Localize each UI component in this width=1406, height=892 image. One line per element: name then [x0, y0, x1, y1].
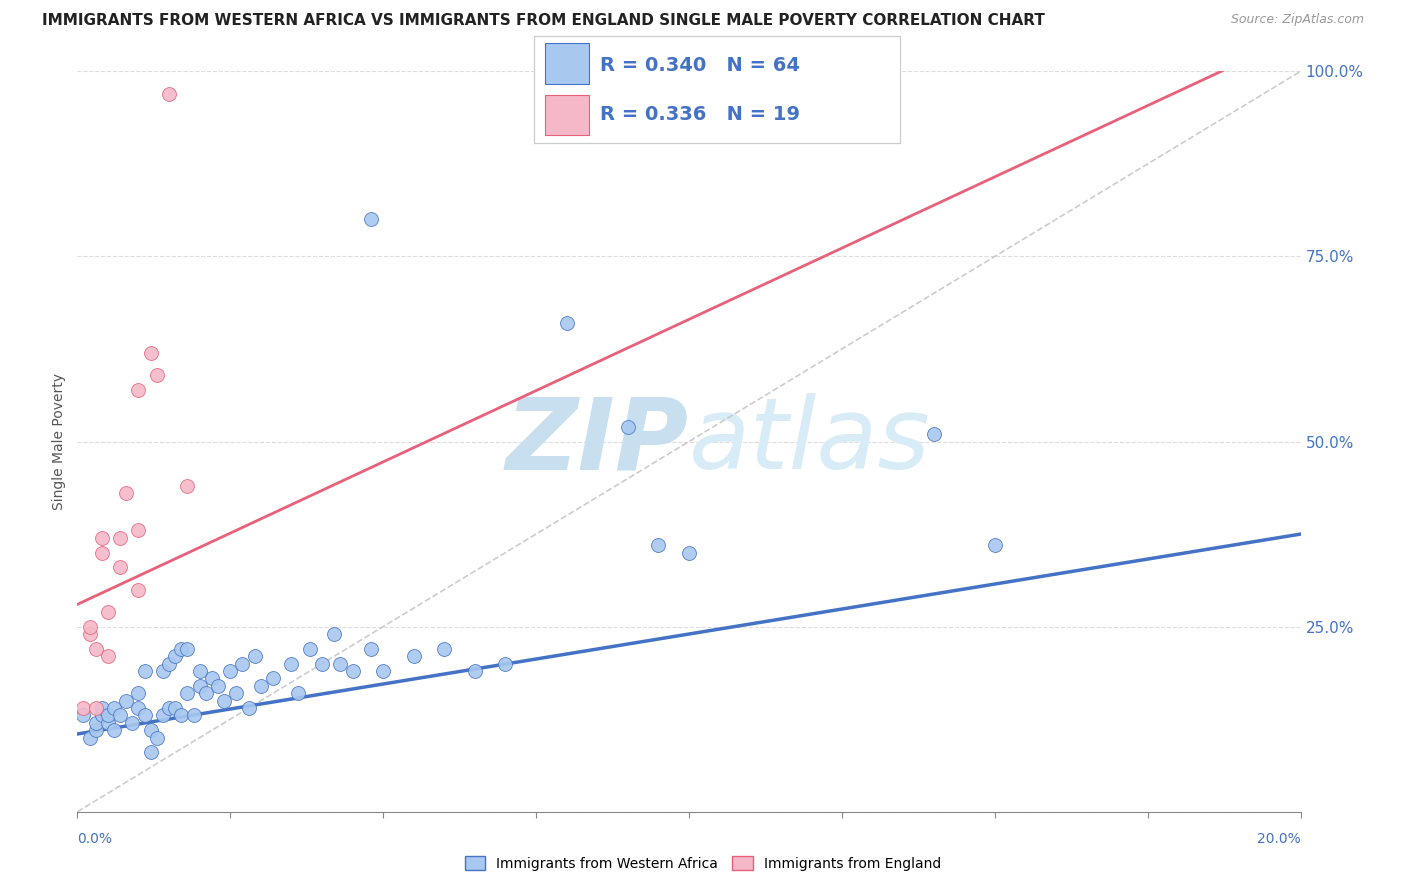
- Point: [134, 664, 156, 678]
- Point: [647, 538, 669, 552]
- Text: 0.0%: 0.0%: [77, 832, 112, 846]
- Text: 20.0%: 20.0%: [1257, 832, 1301, 846]
- Point: [298, 641, 321, 656]
- Point: [433, 641, 456, 656]
- Point: [146, 368, 169, 382]
- Text: ZIP: ZIP: [506, 393, 689, 490]
- Point: [262, 672, 284, 686]
- Text: R = 0.336   N = 19: R = 0.336 N = 19: [600, 105, 800, 124]
- Point: [280, 657, 302, 671]
- Point: [287, 686, 309, 700]
- Point: [97, 715, 120, 730]
- Point: [139, 723, 162, 738]
- Point: [84, 701, 107, 715]
- Point: [146, 731, 169, 745]
- Point: [555, 316, 578, 330]
- Y-axis label: Single Male Poverty: Single Male Poverty: [52, 373, 66, 510]
- Point: [97, 708, 120, 723]
- Point: [495, 657, 517, 671]
- Point: [194, 686, 217, 700]
- Point: [678, 546, 700, 560]
- Text: atlas: atlas: [689, 393, 931, 490]
- Point: [212, 694, 235, 708]
- Point: [360, 212, 382, 227]
- Point: [115, 486, 138, 500]
- Point: [84, 715, 107, 730]
- Point: [127, 524, 149, 538]
- Point: [207, 679, 229, 693]
- Point: [127, 383, 149, 397]
- Point: [90, 546, 112, 560]
- Point: [157, 657, 180, 671]
- Point: [152, 664, 174, 678]
- Text: IMMIGRANTS FROM WESTERN AFRICA VS IMMIGRANTS FROM ENGLAND SINGLE MALE POVERTY CO: IMMIGRANTS FROM WESTERN AFRICA VS IMMIGR…: [42, 13, 1045, 29]
- Point: [152, 708, 174, 723]
- Point: [127, 686, 149, 700]
- Point: [238, 701, 260, 715]
- Point: [90, 531, 112, 545]
- Point: [165, 649, 187, 664]
- Point: [219, 664, 242, 678]
- Point: [311, 657, 333, 671]
- Point: [127, 701, 149, 715]
- Point: [170, 708, 193, 723]
- Point: [139, 746, 162, 760]
- Point: [243, 649, 266, 664]
- Point: [201, 672, 224, 686]
- Point: [617, 419, 640, 434]
- Legend: Immigrants from Western Africa, Immigrants from England: Immigrants from Western Africa, Immigran…: [458, 850, 948, 876]
- Point: [342, 664, 364, 678]
- Point: [97, 605, 120, 619]
- Point: [79, 619, 101, 633]
- Point: [225, 686, 247, 700]
- Point: [176, 479, 198, 493]
- Point: [323, 627, 346, 641]
- Bar: [546, 95, 589, 136]
- Point: [108, 560, 131, 574]
- Point: [121, 715, 143, 730]
- Point: [176, 686, 198, 700]
- Point: [103, 701, 125, 715]
- Point: [139, 345, 162, 359]
- Point: [90, 708, 112, 723]
- Point: [84, 641, 107, 656]
- Point: [165, 701, 187, 715]
- Point: [108, 708, 131, 723]
- Point: [115, 694, 138, 708]
- Point: [922, 427, 945, 442]
- Point: [72, 708, 94, 723]
- Point: [79, 731, 101, 745]
- Point: [250, 679, 273, 693]
- Point: [127, 582, 149, 597]
- Point: [72, 701, 94, 715]
- Point: [79, 627, 101, 641]
- Point: [464, 664, 486, 678]
- Point: [90, 701, 112, 715]
- Text: Source: ZipAtlas.com: Source: ZipAtlas.com: [1230, 13, 1364, 27]
- Text: R = 0.340   N = 64: R = 0.340 N = 64: [600, 56, 800, 75]
- Point: [984, 538, 1007, 552]
- Point: [183, 708, 205, 723]
- Point: [360, 641, 382, 656]
- Point: [188, 679, 211, 693]
- Point: [176, 641, 198, 656]
- Point: [402, 649, 425, 664]
- Point: [84, 723, 107, 738]
- Point: [108, 531, 131, 545]
- Point: [231, 657, 253, 671]
- Point: [188, 664, 211, 678]
- Point: [157, 87, 180, 101]
- Point: [97, 649, 120, 664]
- Point: [329, 657, 352, 671]
- Point: [170, 641, 193, 656]
- Point: [134, 708, 156, 723]
- Bar: [546, 43, 589, 84]
- Point: [157, 701, 180, 715]
- Point: [103, 723, 125, 738]
- Point: [371, 664, 394, 678]
